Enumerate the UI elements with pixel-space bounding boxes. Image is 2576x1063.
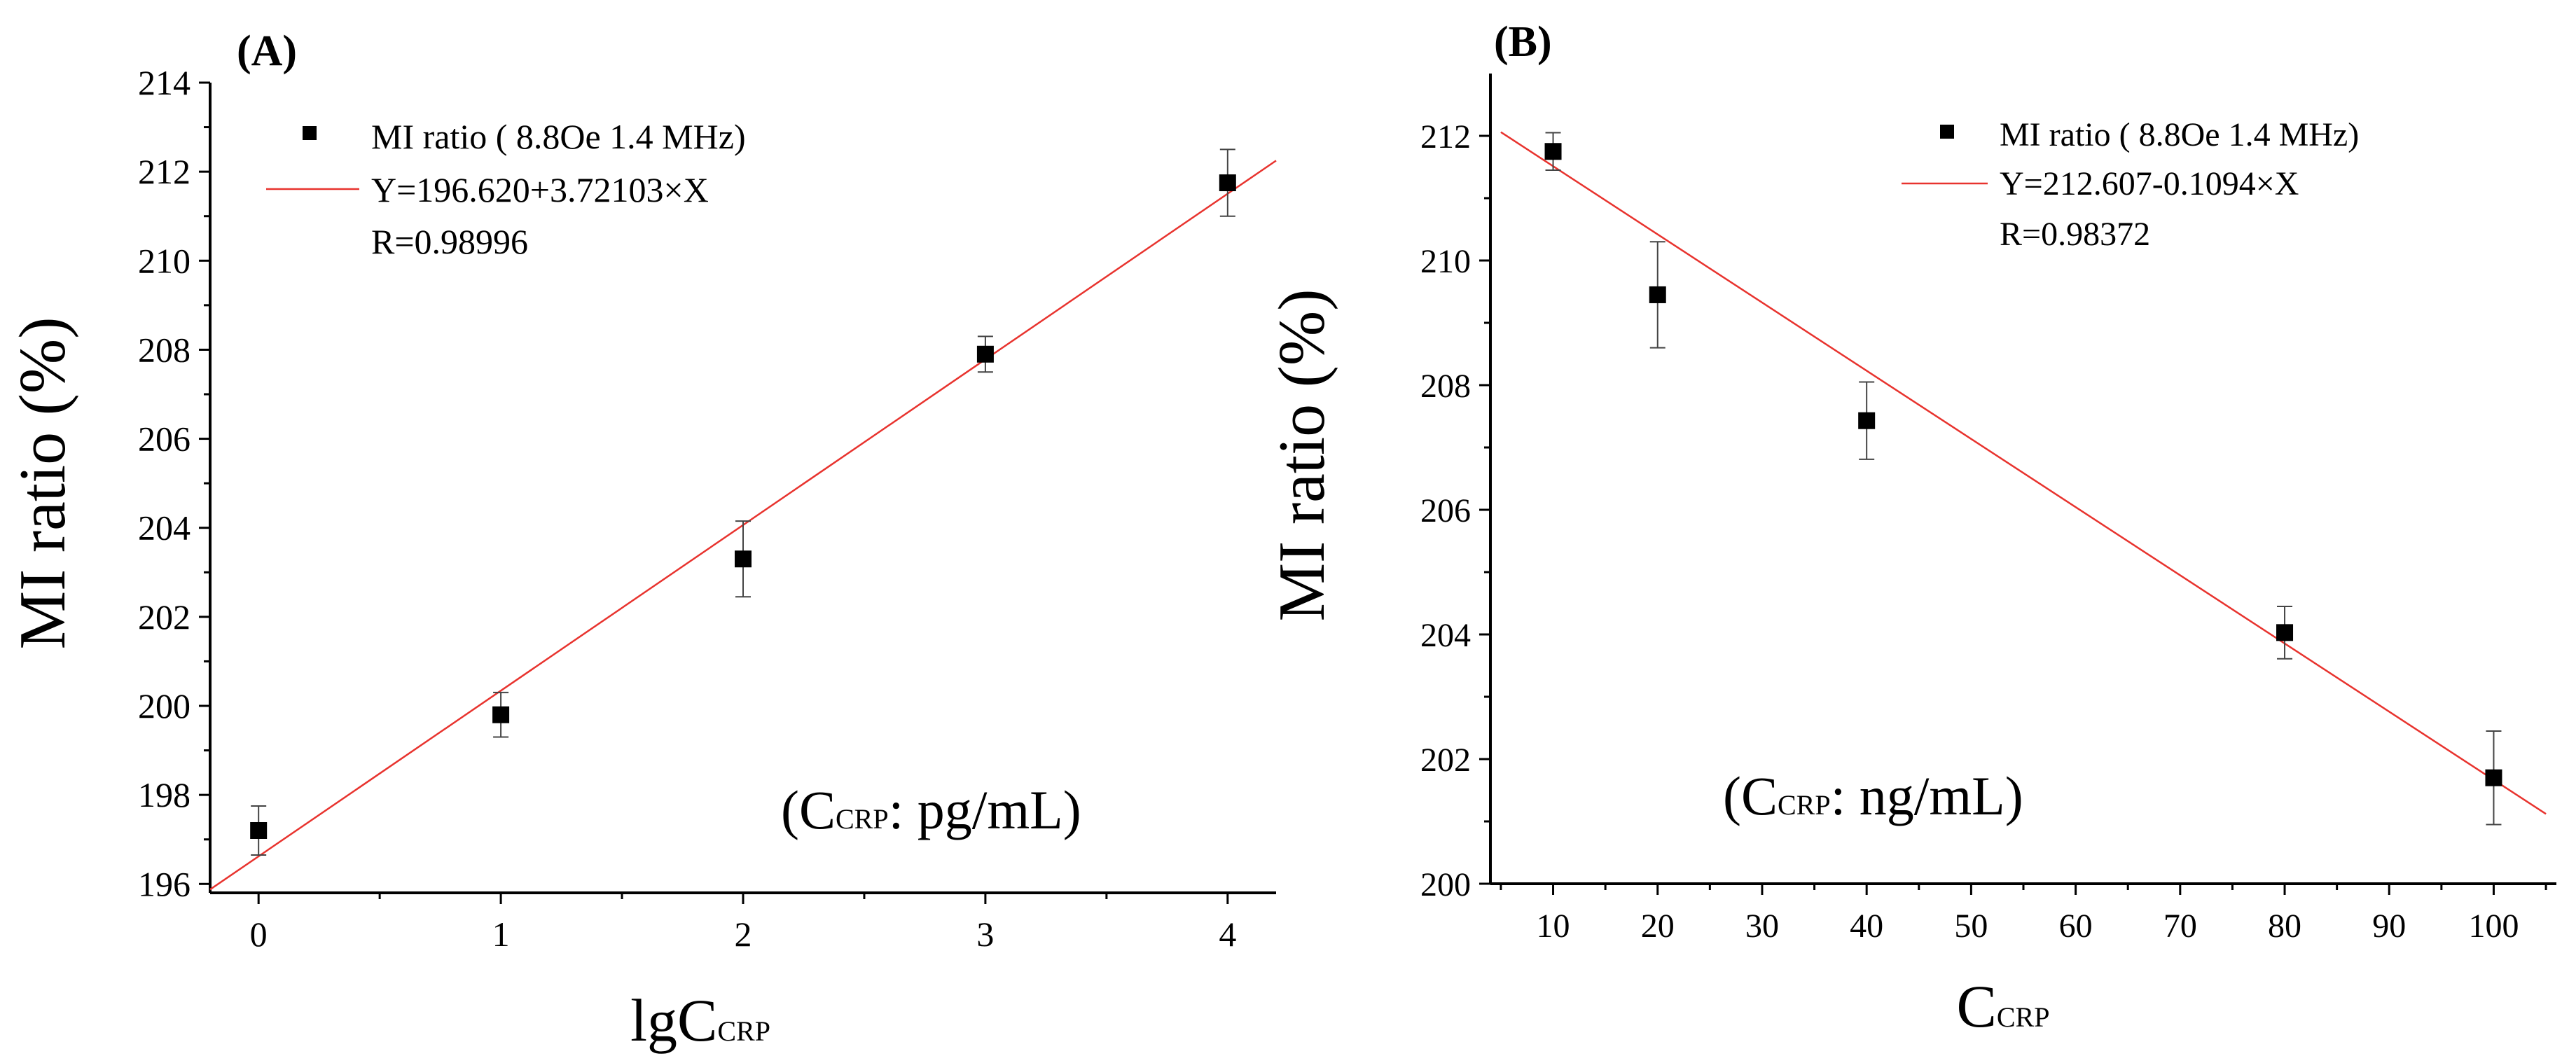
panel-b-x-label-sub: CRP bbox=[1997, 1001, 2050, 1033]
panel-a-y-tick-label: 198 bbox=[138, 775, 191, 814]
panel-b-y-tick-label: 210 bbox=[1420, 243, 1471, 280]
panel-a-x-tick-label: 1 bbox=[492, 915, 510, 954]
panel-a-x-tick-label: 0 bbox=[250, 915, 268, 954]
panel-a-y-tick-label: 200 bbox=[138, 686, 191, 725]
panel-b-x-tick-label: 80 bbox=[2268, 908, 2301, 945]
panel-a-legend-marker-label: MI ratio ( 8.8Oe 1.4 MHz) bbox=[371, 117, 746, 156]
panel-a-annotation-open: (C bbox=[781, 779, 836, 840]
panel-b-annotation-sub: CRP bbox=[1778, 789, 1831, 821]
panel-a-x-tick-label: 3 bbox=[976, 915, 994, 954]
panel-a-legend: MI ratio ( 8.8Oe 1.4 MHz) Y=196.620+3.72… bbox=[266, 117, 746, 261]
panel-b: (B) 200 202 204 206 208 210 212 10 20 30 40 50 60 70… bbox=[1266, 18, 2556, 1040]
panel-b-x-tick-label: 20 bbox=[1641, 908, 1675, 945]
panel-a-label: (A) bbox=[237, 27, 297, 75]
panel-a-x-tick-label: 2 bbox=[735, 915, 752, 954]
panel-b-x-tick-label: 10 bbox=[1537, 908, 1570, 945]
panel-b-y-tick-label: 200 bbox=[1420, 866, 1471, 903]
panel-b-x-tick-label: 30 bbox=[1745, 908, 1779, 945]
panel-b-y-tick-label: 204 bbox=[1420, 617, 1471, 654]
panel-a-legend-r-label: R=0.98996 bbox=[371, 222, 528, 261]
panel-b-fit-line bbox=[1500, 131, 2547, 815]
panel-b-legend-marker-symbol bbox=[1940, 125, 1954, 139]
panel-b-y-tick-label: 202 bbox=[1420, 742, 1471, 779]
panel-b-x-tick-label: 90 bbox=[2372, 908, 2406, 945]
panel-b-legend-r-label: R=0.98372 bbox=[2000, 216, 2150, 253]
panel-b-data-points bbox=[1544, 132, 2502, 826]
panel-a-data-point bbox=[976, 345, 994, 363]
panel-a-annotation-rest: : pg/mL) bbox=[889, 779, 1081, 840]
panel-b-x-tick-label: 40 bbox=[1850, 908, 1883, 945]
panel-b-x-tick-label: 100 bbox=[2468, 908, 2519, 945]
panel-a-x-label-main: lgC bbox=[630, 987, 717, 1054]
panel-a-data-point bbox=[250, 822, 268, 839]
panel-b-label: (B) bbox=[1494, 18, 1552, 66]
panel-a-legend-line-label: Y=196.620+3.72103×X bbox=[371, 170, 709, 209]
panel-b-x-tick-label: 60 bbox=[2059, 908, 2093, 945]
panel-b-data-point bbox=[1544, 143, 1562, 160]
panel-a-annotation: (CCRP: pg/mL) bbox=[781, 779, 1081, 840]
panel-a-y-ticks: 196 198 200 202 204 206 208 210 212 214 bbox=[138, 63, 210, 903]
panel-b-data-point bbox=[1858, 412, 1876, 429]
panel-b-legend: MI ratio ( 8.8Oe 1.4 MHz) Y=212.607-0.10… bbox=[1902, 116, 2359, 253]
panel-a-y-tick-label: 210 bbox=[138, 241, 191, 280]
panel-b-annotation: (CCRP: ng/mL) bbox=[1723, 765, 2023, 826]
panel-a-data-point bbox=[735, 550, 752, 568]
panel-a-y-tick-label: 204 bbox=[138, 508, 191, 548]
panel-a-y-tick-label: 214 bbox=[138, 63, 191, 102]
panel-a-data-point bbox=[1219, 174, 1236, 192]
panel-b-x-tick-label: 70 bbox=[2163, 908, 2197, 945]
panel-a: (A) 196 198 200 202 204 206 208 210 212 214 0 1 2 3 4… bbox=[6, 27, 1277, 1054]
panel-b-x-tick-label: 50 bbox=[1954, 908, 1988, 945]
panel-b-annotation-rest: : ng/mL) bbox=[1831, 765, 2023, 826]
panel-a-x-label-sub: CRP bbox=[717, 1015, 770, 1047]
panel-a-legend-marker-symbol bbox=[303, 126, 317, 140]
panel-a-x-tick-label: 4 bbox=[1219, 915, 1236, 954]
panel-b-x-label-main: C bbox=[1957, 973, 1997, 1040]
panel-b-y-tick-label: 212 bbox=[1420, 118, 1471, 155]
panel-b-x-ticks: 10 20 30 40 50 60 70 80 90 100 bbox=[1500, 884, 2547, 945]
panel-b-legend-marker-label: MI ratio ( 8.8Oe 1.4 MHz) bbox=[2000, 116, 2359, 153]
panel-a-y-label: MI ratio (%) bbox=[6, 317, 79, 649]
panel-a-y-tick-label: 202 bbox=[138, 597, 191, 637]
panel-a-x-ticks: 0 1 2 3 4 bbox=[250, 893, 1236, 954]
panel-b-y-label: MI ratio (%) bbox=[1266, 289, 1338, 621]
panel-a-annotation-sub: CRP bbox=[836, 803, 889, 835]
panel-a-y-tick-label: 208 bbox=[138, 330, 191, 369]
panel-a-data-points bbox=[250, 148, 1236, 856]
panel-a-x-label: lgCCRP bbox=[630, 987, 770, 1054]
panel-a-y-tick-label: 206 bbox=[138, 419, 191, 459]
panel-b-data-point bbox=[2485, 769, 2502, 786]
panel-b-annotation-open: (C bbox=[1723, 765, 1778, 826]
panel-b-x-label: CCRP bbox=[1957, 973, 2050, 1040]
panel-a-data-point bbox=[492, 706, 510, 723]
panel-b-y-tick-label: 206 bbox=[1420, 492, 1471, 529]
panel-b-y-tick-label: 208 bbox=[1420, 368, 1471, 405]
panel-a-y-tick-label: 212 bbox=[138, 152, 191, 191]
panel-a-y-tick-label: 196 bbox=[138, 864, 191, 903]
panel-b-y-ticks: 200 202 204 206 208 210 212 bbox=[1420, 118, 1490, 903]
panel-b-data-point bbox=[2276, 624, 2294, 641]
panel-b-legend-line-label: Y=212.607-0.1094×X bbox=[2000, 165, 2299, 202]
panel-b-data-point bbox=[1649, 286, 1666, 303]
